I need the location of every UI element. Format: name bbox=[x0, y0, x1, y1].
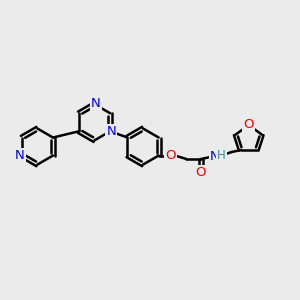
Text: N: N bbox=[210, 150, 219, 163]
Text: H: H bbox=[217, 149, 226, 162]
Text: N: N bbox=[91, 97, 100, 110]
Text: N: N bbox=[106, 125, 116, 138]
Text: O: O bbox=[196, 167, 206, 179]
Text: O: O bbox=[166, 149, 176, 162]
Text: O: O bbox=[244, 118, 254, 130]
Text: N: N bbox=[15, 149, 25, 162]
